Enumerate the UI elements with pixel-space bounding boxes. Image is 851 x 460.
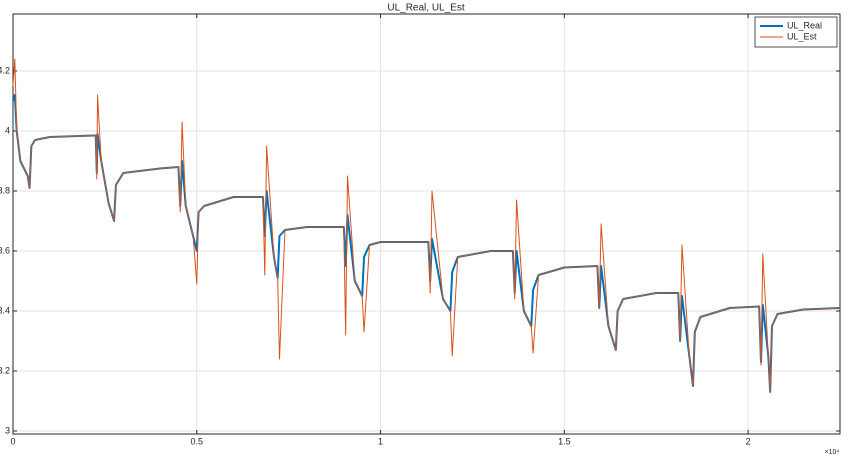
x-tick-label: 0.5 bbox=[191, 436, 204, 446]
x-tick-label: 2 bbox=[746, 436, 751, 446]
y-tick-label: 3.4 bbox=[0, 305, 10, 315]
x-exponent: ×10⁴ bbox=[825, 449, 840, 456]
axes-box bbox=[12, 13, 841, 435]
chart-title: UL_Real, UL_Est bbox=[387, 3, 464, 14]
y-tick-label: 3 bbox=[5, 425, 10, 435]
y-tick-label: 3.6 bbox=[0, 245, 10, 255]
y-tick-label: 3.8 bbox=[0, 185, 10, 195]
series-line bbox=[12, 58, 841, 393]
y-tick-label: 4.2 bbox=[0, 65, 10, 75]
legend-label: UL_Real bbox=[787, 20, 822, 30]
legend-box bbox=[754, 16, 838, 48]
x-tick-label: 0 bbox=[10, 436, 15, 446]
y-tick-label: 3.2 bbox=[0, 365, 10, 375]
legend-label: UL_Est bbox=[787, 31, 817, 41]
x-tick-label: 1.5 bbox=[558, 436, 571, 446]
y-tick-label: 4 bbox=[5, 125, 10, 135]
x-tick-label: 1 bbox=[378, 436, 383, 446]
